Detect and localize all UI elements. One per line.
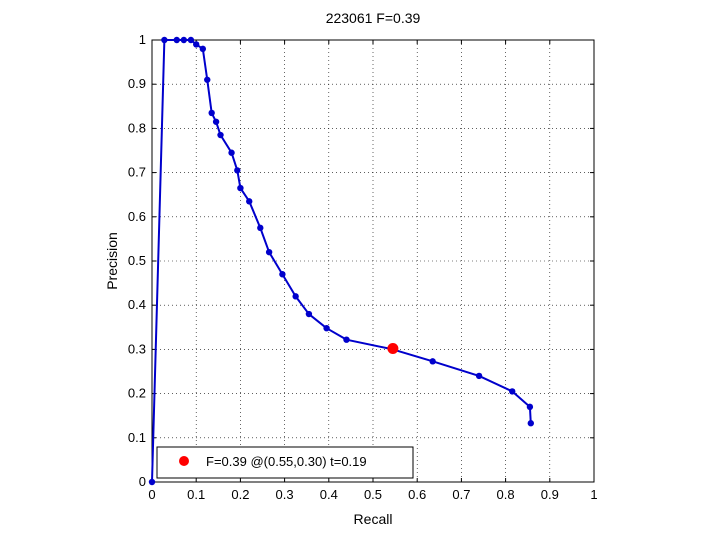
pr-curve-point xyxy=(193,41,200,48)
y-axis-label: Precision xyxy=(104,232,120,290)
pr-curve-point xyxy=(173,36,180,44)
x-tick-label: 1 xyxy=(590,487,597,502)
pr-curve-point xyxy=(343,336,350,343)
pr-curve-point xyxy=(199,45,207,53)
legend: F=0.39 @(0.55,0.30) t=0.19 xyxy=(156,446,414,479)
legend-box xyxy=(156,446,414,479)
pr-curve-point xyxy=(161,36,168,44)
y-tick-label: 0.6 xyxy=(128,209,146,224)
pr-curve-point xyxy=(212,118,220,125)
pr-curve-point xyxy=(204,76,211,83)
pr-curve-point xyxy=(323,324,330,332)
x-tick-label: 0.5 xyxy=(364,487,382,502)
x-tick-label: 0.7 xyxy=(452,487,470,502)
chart-title: 223061 F=0.39 xyxy=(326,10,421,26)
y-tick-label: 0.2 xyxy=(128,386,146,401)
pr-curve-point xyxy=(305,310,313,318)
y-tick-label: 0.4 xyxy=(128,297,146,312)
x-axis-label: Recall xyxy=(354,511,393,527)
pr-curve-point xyxy=(187,36,195,44)
pr-curve-point xyxy=(237,184,244,192)
x-tick-label: 0.4 xyxy=(320,487,338,502)
pr-curve-point xyxy=(527,420,534,427)
x-tick-label: 0.9 xyxy=(541,487,559,502)
pr-curve-point xyxy=(526,403,534,411)
pr-curve-point xyxy=(228,149,235,156)
x-tick-label: 0.6 xyxy=(408,487,426,502)
pr-curve-point xyxy=(217,131,224,139)
y-tick-label: 0.7 xyxy=(128,165,146,180)
y-tick-label: 0.9 xyxy=(128,76,146,91)
x-tick-label: 0 xyxy=(148,487,155,502)
x-tick-label: 0.3 xyxy=(276,487,294,502)
pr-curve-point xyxy=(475,372,483,380)
pr-curve-point xyxy=(429,358,436,365)
pr-curve-point xyxy=(265,248,273,256)
pr-curve-point xyxy=(292,293,299,300)
x-tick-label: 0.8 xyxy=(497,487,515,502)
y-tick-label: 0 xyxy=(139,474,146,489)
pr-curve-point xyxy=(257,224,264,232)
x-tick-label: 0.1 xyxy=(187,487,205,502)
axis-ticks: 0 0.1 0.2 0.3 0.4 0.5 0.6 0.7 0.8 0.9 1 0 0.1 0.2 0.3 0… xyxy=(128,32,598,502)
y-tick-label: 0.1 xyxy=(128,430,146,445)
y-tick-label: 0.5 xyxy=(128,253,146,268)
x-tick-label: 0.2 xyxy=(231,487,249,502)
legend-label: F=0.39 @(0.55,0.30) t=0.19 xyxy=(206,454,367,469)
pr-curve-line xyxy=(151,39,532,483)
pr-curve-point xyxy=(234,167,241,174)
y-tick-label: 0.8 xyxy=(128,120,146,135)
legend-marker xyxy=(179,456,189,466)
y-tick-label: 1 xyxy=(139,32,146,47)
pr-curve-point xyxy=(208,109,215,117)
pr-curve-point xyxy=(148,478,156,486)
best-f-point xyxy=(387,343,399,355)
series-group xyxy=(148,36,534,486)
pr-curve-point xyxy=(509,388,516,395)
grid xyxy=(152,40,594,482)
pr-curve-point xyxy=(180,36,188,44)
pr-curve-point xyxy=(279,271,286,278)
pr-curve-point xyxy=(246,198,253,205)
y-tick-label: 0.3 xyxy=(128,341,146,356)
